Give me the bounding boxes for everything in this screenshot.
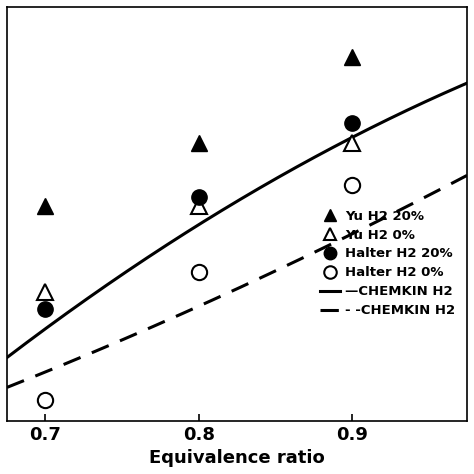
X-axis label: Equivalence ratio: Equivalence ratio <box>149 449 325 467</box>
Legend: Yu H2 20%, Yu H2 0%, Halter H2 20%, Halter H2 0%, —CHEMKIN H2, - -CHEMKIN H2: Yu H2 20%, Yu H2 0%, Halter H2 20%, Halt… <box>315 204 460 322</box>
